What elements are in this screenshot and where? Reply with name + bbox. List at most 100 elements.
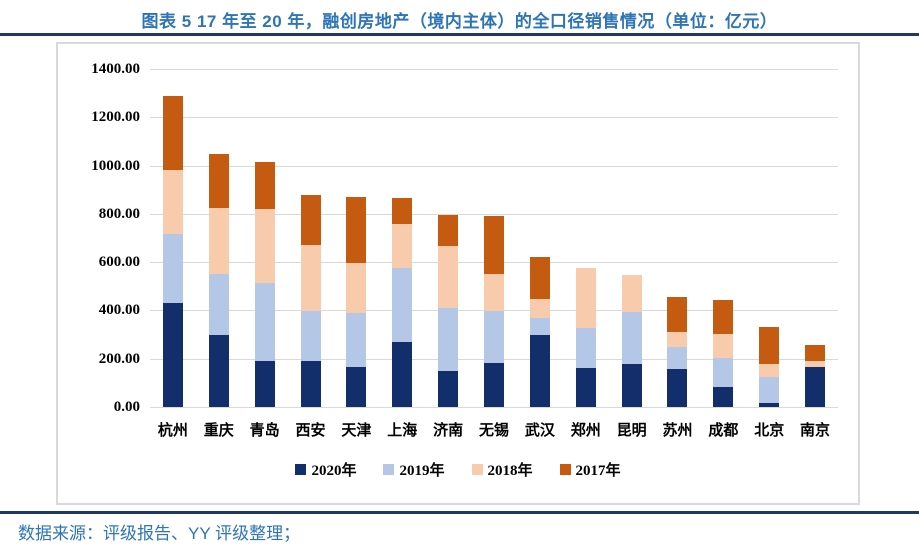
bar-segment-2019年 xyxy=(346,313,367,368)
stacked-bar-苏州 xyxy=(667,297,688,407)
bar-segment-2019年 xyxy=(713,357,734,387)
stacked-bar-济南 xyxy=(438,215,459,407)
bar-segment-2017年 xyxy=(392,198,413,224)
bar-segment-2018年 xyxy=(438,246,459,308)
bar-segment-2020年 xyxy=(529,334,550,407)
legend-swatch-icon xyxy=(383,464,395,475)
top-divider xyxy=(0,33,919,36)
x-axis-label-上海: 上海 xyxy=(387,423,418,439)
bar-segment-2019年 xyxy=(621,312,642,365)
source-text: 数据来源：评级报告、YY 评级整理； xyxy=(18,524,301,543)
bar-segment-2018年 xyxy=(346,263,367,314)
x-axis-label-武汉: 武汉 xyxy=(524,423,555,439)
chart-title: 图表 5 17 年至 20 年，融创房地产（境内主体）的全口径销售情况（单位：亿… xyxy=(141,12,778,31)
bar-segment-2017年 xyxy=(759,327,780,365)
bar-segment-2018年 xyxy=(208,207,229,275)
bar-segment-2020年 xyxy=(713,386,734,407)
stacked-bar-无锡 xyxy=(484,216,504,407)
bar-segment-2017年 xyxy=(805,345,826,362)
bar-segment-2018年 xyxy=(484,274,504,312)
bar-segment-2017年 xyxy=(346,197,367,264)
y-axis-tick-label: 600.00 xyxy=(98,254,140,271)
stacked-bar-西安 xyxy=(300,194,321,407)
legend-item-2020年: 2020年 xyxy=(295,459,356,480)
x-axis-label-青岛: 青岛 xyxy=(249,423,280,439)
bar-segment-2019年 xyxy=(575,328,596,369)
gridline xyxy=(150,117,838,119)
legend-swatch-icon xyxy=(295,464,307,475)
bottom-divider xyxy=(0,511,919,514)
stacked-bar-郑州 xyxy=(575,268,596,407)
bar-segment-2019年 xyxy=(300,311,321,362)
y-axis-tick-label: 1400.00 xyxy=(91,61,140,77)
bar-segment-2018年 xyxy=(162,170,183,235)
gridline xyxy=(150,69,838,70)
bar-segment-2019年 xyxy=(162,234,183,304)
bar-segment-2017年 xyxy=(162,95,183,171)
legend-item-2017年: 2017年 xyxy=(559,459,621,480)
bar-segment-2019年 xyxy=(254,283,275,362)
bar-segment-2018年 xyxy=(575,268,596,329)
gridline xyxy=(150,407,838,408)
chart-legend: 2020年 2019年 2018年 2017年 xyxy=(58,459,858,480)
bar-segment-2018年 xyxy=(621,275,642,313)
y-axis-tick-label: 0.00 xyxy=(113,399,140,415)
bar-segment-2019年 xyxy=(529,318,550,335)
x-axis-label-天津: 天津 xyxy=(341,423,372,439)
bar-segment-2019年 xyxy=(392,268,413,342)
bar-segment-2017年 xyxy=(300,194,321,246)
legend-label: 2019年 xyxy=(399,463,445,479)
bar-segment-2018年 xyxy=(300,245,321,312)
x-axis-label-无锡: 无锡 xyxy=(478,423,509,439)
stacked-bar-昆明 xyxy=(621,275,642,407)
stacked-bar-成都 xyxy=(713,299,734,407)
bar-segment-2018年 xyxy=(254,208,275,284)
bar-segment-2019年 xyxy=(759,377,780,403)
x-axis-label-苏州: 苏州 xyxy=(662,423,693,439)
x-axis-label-北京: 北京 xyxy=(754,423,785,439)
bar-segment-2017年 xyxy=(208,153,229,208)
legend-swatch-icon xyxy=(559,464,571,475)
bar-segment-2017年 xyxy=(484,216,504,275)
x-axis-label-昆明: 昆明 xyxy=(616,423,647,439)
stacked-bar-天津 xyxy=(346,197,367,407)
bar-segment-2019年 xyxy=(208,274,229,335)
stacked-bar-青岛 xyxy=(254,161,275,407)
bar-segment-2020年 xyxy=(346,367,367,407)
bar-segment-2020年 xyxy=(759,402,780,407)
x-axis-label-济南: 济南 xyxy=(433,423,464,439)
bar-segment-2017年 xyxy=(713,299,734,335)
bar-segment-2018年 xyxy=(759,364,780,378)
x-axis-label-南京: 南京 xyxy=(800,423,831,439)
bar-segment-2019年 xyxy=(438,308,459,371)
bar-segment-2020年 xyxy=(484,363,504,407)
bar-segment-2020年 xyxy=(621,364,642,407)
y-axis-tick-label: 1200.00 xyxy=(91,109,140,126)
legend-item-2018年: 2018年 xyxy=(471,459,533,480)
stacked-bar-杭州 xyxy=(162,95,183,407)
x-axis-label-重庆: 重庆 xyxy=(203,423,234,439)
y-axis-tick-label: 800.00 xyxy=(98,205,140,222)
x-axis-label-郑州: 郑州 xyxy=(570,423,601,439)
gridline xyxy=(150,213,838,215)
bar-segment-2020年 xyxy=(254,361,275,407)
bar-segment-2020年 xyxy=(438,370,459,407)
bar-segment-2018年 xyxy=(392,223,413,269)
bar-segment-2019年 xyxy=(667,346,688,370)
bar-segment-2017年 xyxy=(254,161,275,209)
bar-segment-2020年 xyxy=(162,303,183,407)
bar-segment-2017年 xyxy=(667,297,688,333)
stacked-bar-上海 xyxy=(392,198,413,407)
bar-segment-2018年 xyxy=(529,299,550,319)
y-axis-tick-label: 1000.00 xyxy=(91,157,140,174)
bar-segment-2020年 xyxy=(208,334,229,407)
bar-segment-2019年 xyxy=(484,311,504,364)
y-axis-tick-label: 400.00 xyxy=(98,302,140,319)
x-axis-label-杭州: 杭州 xyxy=(157,423,188,439)
legend-swatch-icon xyxy=(471,464,483,475)
legend-label: 2018年 xyxy=(487,463,533,479)
bar-segment-2018年 xyxy=(713,334,734,358)
x-axis-label-西安: 西安 xyxy=(295,423,326,439)
legend-item-2019年: 2019年 xyxy=(383,459,445,480)
